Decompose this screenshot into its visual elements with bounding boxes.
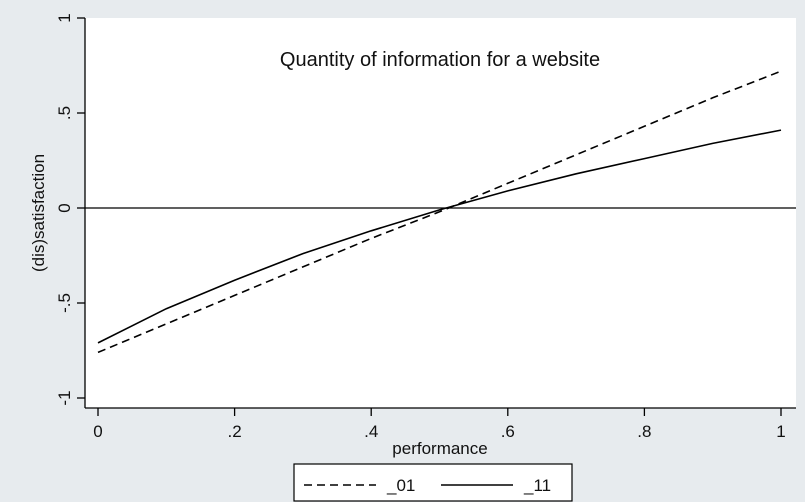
y-tick-label: -.5 xyxy=(55,293,74,313)
y-tick-label: 1 xyxy=(55,13,74,22)
x-tick-label: .4 xyxy=(364,422,378,441)
legend-box xyxy=(293,463,573,502)
series-line-01 xyxy=(97,70,782,354)
legend-label: _11 xyxy=(523,476,551,495)
y-tick-label: .5 xyxy=(55,106,74,120)
x-tick-label: 0 xyxy=(93,422,102,441)
x-tick-label: 1 xyxy=(776,422,785,441)
y-tick-label: 0 xyxy=(55,203,74,212)
legend-label: _01 xyxy=(386,476,415,495)
x-axis-title: performance xyxy=(392,439,487,458)
plot-area xyxy=(85,18,796,408)
x-tick-label: .2 xyxy=(228,422,242,441)
x-tick-label: .6 xyxy=(501,422,515,441)
chart-title: Quantity of information for a website xyxy=(280,49,600,71)
x-tick-label: .8 xyxy=(637,422,651,441)
series-line-11 xyxy=(97,129,782,344)
legend: _01 _11 xyxy=(293,463,573,502)
y-axis-title: (dis)satisfaction xyxy=(29,154,48,272)
y-tick-label: -1 xyxy=(55,390,74,405)
